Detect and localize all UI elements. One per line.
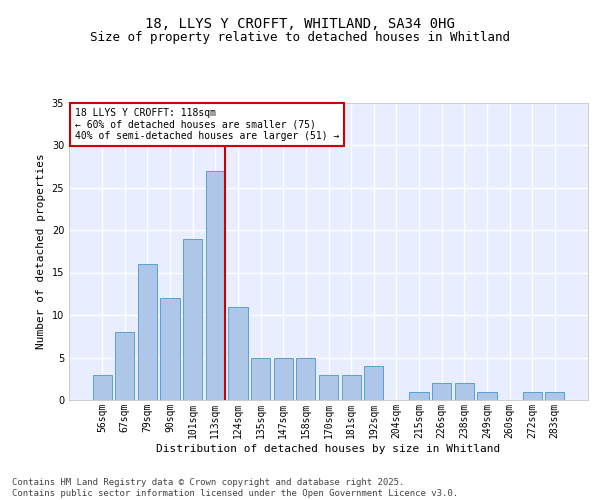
Bar	[92, 374, 112, 400]
Bar	[477, 392, 497, 400]
Bar	[251, 358, 270, 400]
Y-axis label: Number of detached properties: Number of detached properties	[36, 154, 46, 349]
Bar	[115, 332, 134, 400]
Bar	[183, 238, 202, 400]
Bar	[409, 392, 428, 400]
Bar	[296, 358, 316, 400]
X-axis label: Distribution of detached houses by size in Whitland: Distribution of detached houses by size …	[157, 444, 500, 454]
Bar	[160, 298, 180, 400]
Bar	[545, 392, 565, 400]
Text: 18, LLYS Y CROFFT, WHITLAND, SA34 0HG: 18, LLYS Y CROFFT, WHITLAND, SA34 0HG	[145, 18, 455, 32]
Bar	[229, 306, 248, 400]
Bar	[341, 374, 361, 400]
Bar	[274, 358, 293, 400]
Bar	[523, 392, 542, 400]
Text: Size of property relative to detached houses in Whitland: Size of property relative to detached ho…	[90, 31, 510, 44]
Text: Contains HM Land Registry data © Crown copyright and database right 2025.
Contai: Contains HM Land Registry data © Crown c…	[12, 478, 458, 498]
Bar	[455, 383, 474, 400]
Bar	[364, 366, 383, 400]
Bar	[138, 264, 157, 400]
Bar	[206, 170, 225, 400]
Bar	[319, 374, 338, 400]
Bar	[432, 383, 451, 400]
Text: 18 LLYS Y CROFFT: 118sqm
← 60% of detached houses are smaller (75)
40% of semi-d: 18 LLYS Y CROFFT: 118sqm ← 60% of detach…	[74, 108, 339, 142]
